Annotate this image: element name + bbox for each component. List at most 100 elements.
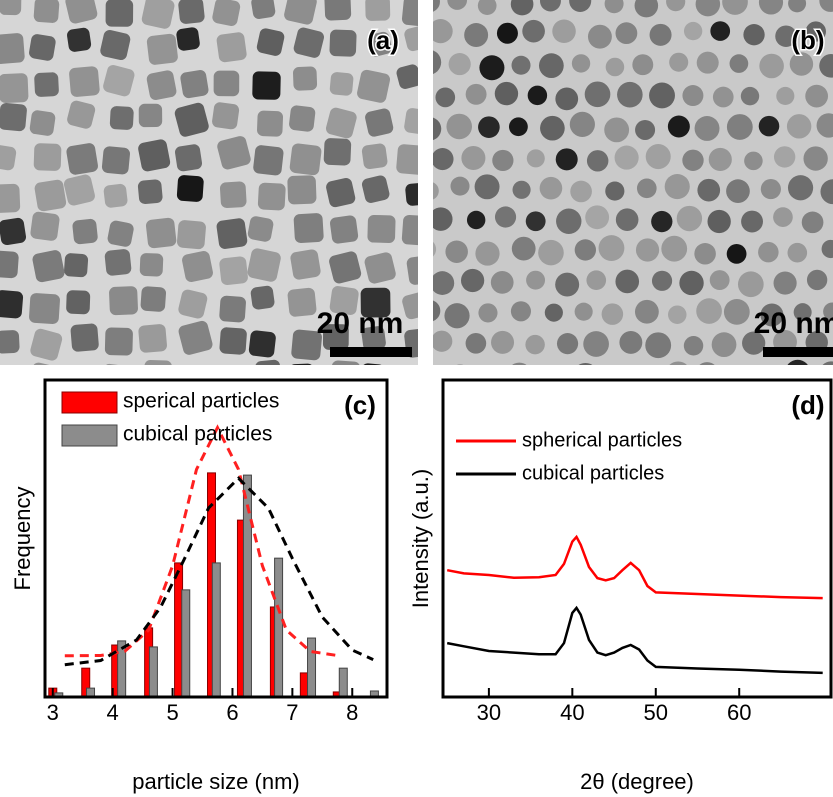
particle — [365, 0, 390, 21]
particle — [416, 239, 436, 259]
particle — [573, 363, 598, 388]
particle — [330, 360, 360, 390]
particle — [0, 217, 27, 246]
particle — [635, 300, 659, 324]
particle — [636, 238, 659, 261]
particle — [406, 368, 430, 392]
particle — [145, 217, 177, 249]
legend-label: sperical particles — [123, 390, 279, 413]
particle — [774, 146, 795, 167]
line — [447, 537, 823, 598]
scale-bar — [330, 347, 412, 357]
bar — [212, 563, 220, 697]
particle — [807, 270, 827, 290]
legend-label: cubical particles — [522, 462, 664, 484]
particle — [710, 21, 730, 41]
particle — [248, 330, 276, 358]
particle — [478, 303, 497, 322]
particle — [69, 66, 100, 97]
particle — [461, 269, 484, 292]
particle — [572, 54, 590, 72]
particle — [435, 88, 455, 108]
particle — [367, 215, 395, 243]
particle — [461, 146, 485, 170]
particle — [405, 182, 429, 206]
particle — [66, 290, 90, 314]
particle — [66, 27, 92, 53]
tem-image-a: (a)20 nm — [0, 0, 437, 398]
particle — [787, 114, 811, 138]
particle — [137, 179, 163, 205]
particle — [616, 208, 639, 231]
particle — [730, 54, 749, 73]
particle — [0, 102, 27, 131]
fit-curve — [65, 428, 338, 656]
x-tick-label: 50 — [644, 700, 668, 725]
particle — [219, 327, 247, 355]
particle — [682, 85, 703, 106]
particle — [329, 215, 359, 245]
particle — [140, 286, 166, 312]
particle — [418, 300, 440, 322]
particle — [401, 215, 433, 247]
particle — [696, 298, 722, 324]
particle — [727, 244, 747, 264]
particle — [34, 143, 62, 171]
particle — [615, 270, 639, 294]
particle — [539, 53, 564, 78]
particle — [522, 20, 545, 43]
particle — [679, 271, 703, 295]
particle — [557, 333, 578, 354]
particle — [697, 179, 720, 202]
particle — [480, 368, 499, 387]
particle — [492, 150, 513, 171]
particle — [619, 331, 642, 354]
panel-label: (b) — [791, 25, 824, 55]
particle — [744, 152, 763, 171]
particle — [107, 220, 135, 248]
particle — [694, 243, 716, 265]
particle — [30, 211, 61, 242]
particle — [446, 114, 472, 140]
particle — [418, 117, 442, 141]
particle — [0, 0, 21, 15]
particle — [666, 361, 691, 386]
particle — [513, 181, 531, 199]
particle — [759, 116, 780, 137]
particle — [650, 24, 672, 46]
x-tick-label: 4 — [107, 700, 119, 725]
particle — [479, 55, 504, 80]
particle — [606, 58, 625, 77]
particle — [216, 31, 248, 63]
particle — [445, 240, 467, 262]
particle — [444, 303, 469, 328]
x-tick-label: 3 — [47, 700, 59, 725]
particle — [556, 148, 578, 170]
particle — [805, 85, 828, 108]
tem-image-b: (b)20 nm — [416, 0, 833, 388]
particle — [106, 0, 134, 27]
particle — [430, 271, 454, 295]
particle — [253, 145, 285, 177]
particle — [738, 271, 764, 297]
particle — [669, 53, 688, 72]
particle — [538, 240, 564, 266]
particle — [419, 367, 440, 388]
particle — [475, 241, 499, 265]
particle — [403, 107, 431, 135]
particle — [29, 293, 61, 325]
particle — [525, 335, 544, 354]
particle — [216, 217, 248, 249]
x-tick-label: 6 — [226, 700, 238, 725]
particle — [512, 56, 531, 75]
legend-swatch — [62, 392, 117, 413]
particle — [329, 29, 356, 56]
particle — [526, 271, 545, 290]
particle — [743, 24, 764, 45]
bar — [118, 641, 126, 697]
particle — [774, 272, 797, 295]
particle — [103, 183, 128, 208]
bar — [275, 558, 283, 697]
particle — [401, 0, 433, 27]
bar — [149, 647, 157, 697]
